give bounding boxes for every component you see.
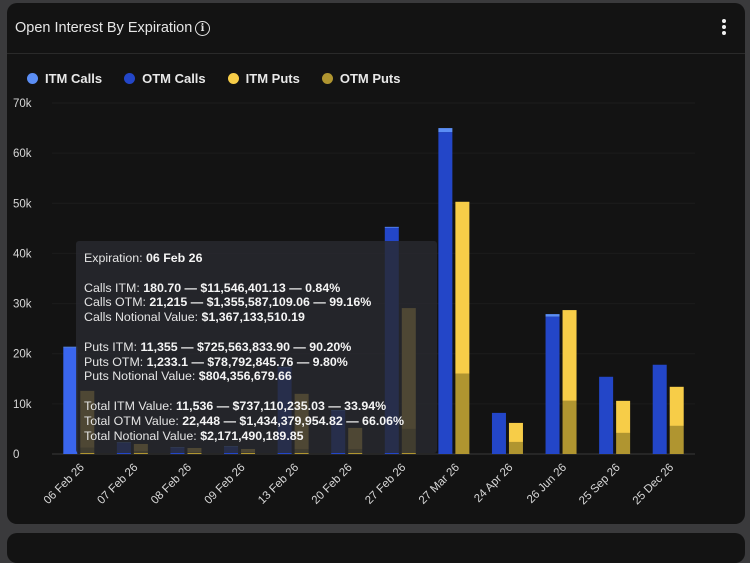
bar-itm-puts: [616, 400, 631, 433]
tooltip-calls-notional: Calls Notional Value: $1,367,133,510.19: [84, 310, 305, 325]
bar-otm-calls: [652, 364, 667, 454]
bar-otm-puts: [616, 432, 631, 454]
x-tick-label: 08 Feb 26: [149, 462, 194, 507]
tooltip-puts-otm: Puts OTM: 1,233.1 — $78,792,845.76 — 9.8…: [84, 354, 348, 369]
tooltip-total-otm: Total OTM Value: 22,448 — $1,434,379,954…: [84, 413, 405, 428]
open-interest-card: Open Interest By Expiration i ITM Calls …: [7, 3, 745, 524]
bar-otm-puts: [508, 441, 523, 454]
x-tick-label: 09 Feb 26: [203, 462, 248, 507]
info-circle-icon[interactable]: i: [195, 21, 210, 36]
chart-title: Open Interest By Expiration: [15, 20, 193, 36]
legend-item-itm-puts[interactable]: ITM Puts: [227, 71, 300, 86]
y-tick-label: 0: [13, 449, 19, 461]
y-tick-label: 30k: [13, 299, 32, 311]
y-tick-label: 70k: [13, 98, 32, 110]
next-card: [7, 533, 745, 563]
x-tick-label: 06 Feb 26: [42, 462, 87, 507]
tooltip-total-itm: Total ITM Value: 11,536 — $737,110,235.0…: [84, 398, 387, 413]
x-tick-label: 07 Feb 26: [95, 462, 140, 507]
tooltip-calls-otm: Calls OTM: 21,215 — $1,355,587,109.06 — …: [84, 295, 372, 310]
tooltip-calls-itm: Calls ITM: 180.70 — $11,546,401.13 — 0.8…: [84, 280, 341, 295]
tooltip-puts-notional: Puts Notional Value: $804,356,679.66: [84, 369, 292, 384]
legend-dot-icon: [227, 73, 239, 84]
more-vertical-icon[interactable]: [719, 19, 729, 39]
bar-itm-calls: [63, 346, 78, 348]
legend-dot-icon: [124, 73, 136, 84]
card-header: Open Interest By Expiration i: [7, 3, 745, 54]
bar-otm-calls: [438, 132, 453, 454]
bar-otm-calls: [545, 316, 560, 454]
legend-label: ITM Puts: [245, 71, 300, 86]
bar-otm-calls: [63, 347, 78, 454]
y-tick-label: 40k: [13, 248, 32, 260]
legend-item-itm-calls[interactable]: ITM Calls: [27, 71, 102, 86]
x-tick-label: 26 Jun 26: [525, 462, 569, 506]
bar-itm-calls: [438, 128, 453, 133]
x-tick-label: 20 Feb 26: [310, 462, 355, 507]
bar-otm-puts: [455, 373, 470, 454]
legend-item-otm-puts[interactable]: OTM Puts: [321, 71, 401, 86]
x-tick-label: 25 Sep 26: [577, 462, 623, 508]
bar-itm-calls: [384, 226, 399, 228]
y-tick-label: 10k: [13, 399, 32, 411]
bar-otm-puts: [562, 400, 577, 454]
tooltip-total-notional: Total Notional Value: $2,171,490,189.85: [84, 428, 304, 443]
y-tick-label: 20k: [13, 349, 32, 361]
y-tick-label: 50k: [13, 198, 32, 210]
bar-itm-puts: [562, 310, 577, 401]
legend-dot-icon: [321, 73, 333, 84]
x-tick-label: 13 Feb 26: [256, 462, 301, 507]
x-tick-label: 27 Mar 26: [417, 462, 462, 507]
bar-itm-puts: [455, 201, 470, 374]
legend-label: OTM Calls: [142, 71, 206, 86]
legend-dot-icon: [27, 73, 38, 84]
legend-item-otm-calls[interactable]: OTM Calls: [124, 71, 206, 86]
x-tick-label: 27 Feb 26: [363, 462, 408, 507]
bar-otm-calls: [491, 412, 506, 454]
bar-itm-calls: [545, 314, 560, 317]
legend-label: OTM Puts: [339, 71, 401, 86]
chart-tooltip: Expiration: 06 Feb 26 Calls ITM: 180.70 …: [76, 241, 437, 453]
bar-itm-puts: [508, 422, 523, 442]
bar-otm-calls: [599, 376, 614, 454]
y-tick-label: 60k: [13, 148, 32, 160]
tooltip-puts-itm: Puts ITM: 11,355 — $725,563,833.90 — 90.…: [84, 339, 352, 354]
x-tick-label: 25 Dec 26: [631, 462, 677, 508]
x-tick-label: 24 Apr 26: [472, 462, 515, 505]
bar-otm-puts: [669, 425, 684, 454]
tooltip-expiration: Expiration: 06 Feb 26: [84, 251, 203, 265]
bar-itm-puts: [669, 386, 684, 426]
legend-label: ITM Calls: [45, 71, 103, 86]
chart-legend: ITM Calls OTM Calls ITM Puts OTM Puts: [27, 71, 423, 86]
